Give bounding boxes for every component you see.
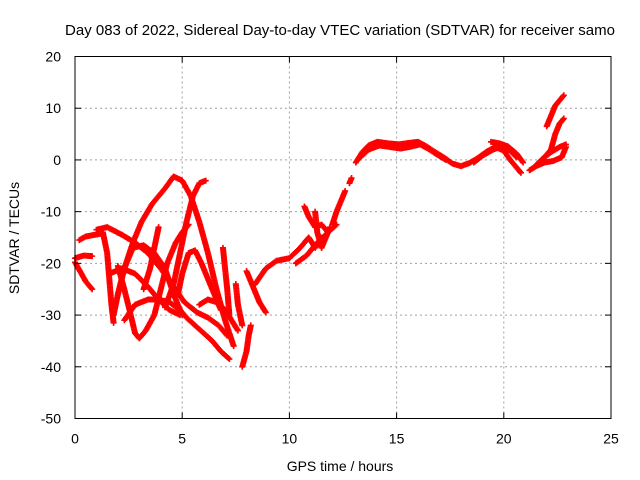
data-series-arc-10 [140, 224, 162, 293]
data-series-arc-12 [162, 177, 209, 311]
y-tick-label: -50 [41, 411, 61, 427]
plot-frame [74, 56, 612, 419]
data-point [88, 285, 95, 292]
x-axis-label: GPS time / hours [287, 458, 394, 474]
x-tick-label: 0 [71, 431, 79, 447]
data-point [230, 343, 237, 350]
chart-title: Day 083 of 2022, Sidereal Day-to-day VTE… [65, 22, 615, 39]
data-series-layer [72, 92, 569, 370]
data-series-arc-16 [232, 281, 246, 329]
data-series-arc-31 [543, 92, 567, 130]
data-series-arc-07 [114, 221, 192, 342]
data-point [110, 319, 117, 326]
y-tick-label: -10 [41, 204, 61, 220]
data-point [262, 309, 269, 316]
y-tick-label: 20 [45, 49, 61, 65]
data-series-arc-15 [219, 244, 233, 319]
data-point [342, 187, 349, 194]
data-point [560, 92, 567, 99]
data-point [226, 356, 233, 363]
data-point [560, 115, 567, 122]
data-point [442, 156, 449, 163]
data-series-arc-18 [243, 268, 269, 316]
x-tick-label: 10 [282, 431, 298, 447]
x-tick-label: 20 [496, 431, 512, 447]
axis-ticks: 0 5 10 15 20 25 -50 -40 -30 -20 -10 0 10 20 [41, 49, 619, 447]
y-axis-label: SDTVAR / TECUs [6, 182, 22, 294]
data-point [89, 286, 96, 293]
data-point [234, 327, 241, 334]
data-series-arc-03 [76, 230, 106, 244]
y-tick-label: -20 [41, 255, 61, 271]
y-tick-label: 0 [53, 152, 61, 168]
x-tick-label: 15 [389, 431, 405, 447]
data-series-arc-17 [239, 322, 254, 370]
data-point [89, 253, 96, 260]
data-series-arc-26 [357, 141, 449, 163]
data-point [562, 141, 569, 148]
data-point [520, 159, 527, 166]
x-tick-label: 25 [603, 431, 619, 447]
data-point [155, 224, 162, 231]
data-series-arc-22 [312, 208, 334, 251]
data-point [247, 322, 254, 329]
x-tick-label: 5 [178, 431, 186, 447]
data-series-arc-24 [346, 175, 355, 187]
data-point [559, 116, 566, 123]
y-tick-label: -40 [41, 359, 61, 375]
data-series-arc-32 [535, 141, 569, 169]
data-point [519, 158, 526, 165]
y-tick-label: 10 [45, 100, 61, 116]
data-point [225, 355, 232, 362]
data-series-arc-28 [487, 138, 527, 166]
data-point [202, 177, 209, 184]
data-point [226, 312, 233, 319]
data-series-arc-23 [329, 187, 349, 228]
data-point [559, 93, 566, 100]
data-point [517, 169, 524, 176]
data-point [517, 168, 524, 175]
data-point [239, 322, 246, 329]
y-tick-label: -30 [41, 307, 61, 323]
data-point [348, 175, 355, 182]
data-series-arc-11 [121, 296, 233, 363]
